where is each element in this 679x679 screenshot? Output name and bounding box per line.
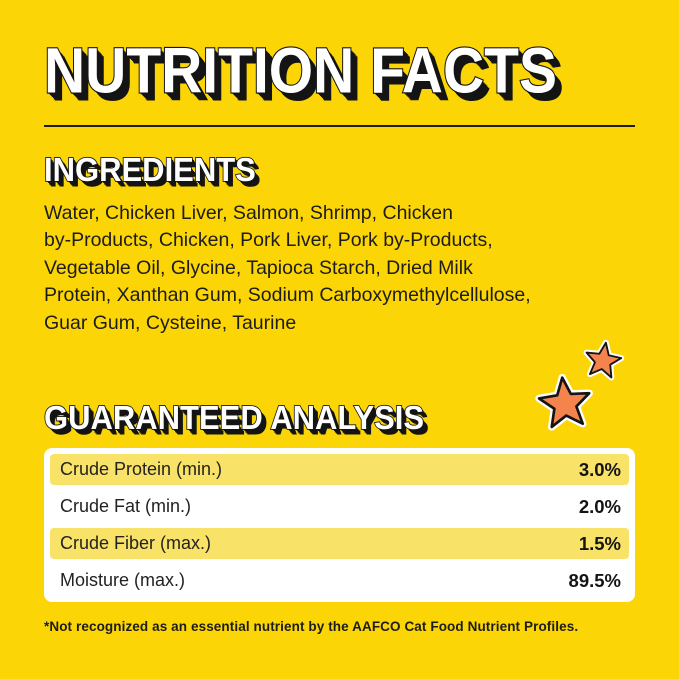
nutrient-label: Moisture (max.) [60,570,186,591]
nutrient-value: 3.0% [578,458,621,480]
ingredients-line: Water, Chicken Liver, Salmon, Shrimp, Ch… [44,202,453,224]
footnote-text: *Not recognized as an essential nutrient… [44,619,579,635]
ingredients-heading: INGREDIENTS [43,150,256,189]
nutrient-label: Crude Fat (min.) [60,496,192,517]
label-content: NUTRITION FACTS INGREDIENTS Water, Chick… [43,35,635,635]
table-row: Crude Fiber (max.) 1.5% [50,528,629,560]
nutrient-value: 2.0% [578,495,621,517]
table-row: Crude Protein (min.) 3.0% [50,454,629,486]
ingredients-line: Vegetable Oil, Glycine, Tapioca Starch, … [44,256,473,279]
page-title: NUTRITION FACTS [43,35,558,108]
stars-decoration [535,339,625,431]
table-row: Moisture (max.) 89.5% [50,565,629,596]
ingredients-line: Guar Gum, Cysteine, Taurine [44,311,297,334]
nutrient-label: Crude Fiber (max.) [60,533,212,554]
star-large-icon [535,373,593,431]
ingredients-list: Water, Chicken Liver, Salmon, Shrimp, Ch… [44,200,635,337]
nutrient-label: Crude Protein (min.) [60,459,223,480]
guaranteed-analysis-heading: GUARANTEED ANALYSIS [43,398,425,437]
ingredients-line: by-Products, Chicken, Pork Liver, Pork b… [44,229,493,252]
guaranteed-analysis-table: Crude Protein (min.) 3.0% Crude Fat (min… [44,448,635,603]
star-small-icon [583,339,625,381]
table-row: Crude Fat (min.) 2.0% [50,491,629,522]
nutrient-value: 1.5% [578,532,621,554]
ingredients-line: Protein, Xanthan Gum, Sodium Carboxymeth… [44,284,531,307]
nutrient-value: 89.5% [568,569,621,591]
divider-line [44,125,635,127]
